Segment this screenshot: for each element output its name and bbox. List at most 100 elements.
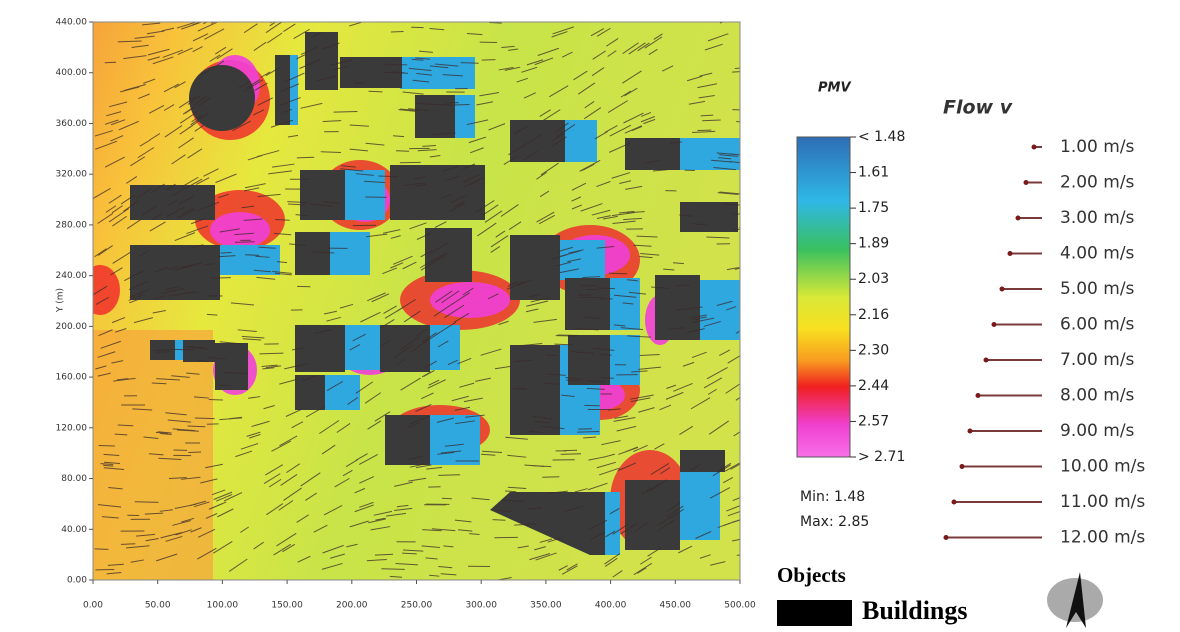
- wind-streak: [280, 13, 294, 22]
- flow-arrow-head: [1008, 251, 1013, 256]
- x-tick-label: 0.00: [83, 601, 103, 611]
- wind-streak: [218, 385, 232, 386]
- wind-streak: [742, 170, 753, 171]
- wind-streak: [221, 252, 232, 253]
- flow-label: 1.00 m/s: [1060, 137, 1135, 157]
- y-tick-label: 40.00: [61, 525, 87, 535]
- wind-streak: [482, 60, 496, 61]
- x-tick-label: 200.00: [336, 601, 368, 611]
- pmv-max: Max: 2.85: [800, 514, 869, 530]
- flow-title: Flow v: [943, 97, 1013, 119]
- wind-streak: [135, 502, 159, 503]
- flow-label: 2.00 m/s: [1060, 173, 1135, 193]
- colorbar-label: 1.89: [858, 236, 889, 252]
- y-tick-label: 360.00: [56, 119, 88, 129]
- x-tick-label: 500.00: [724, 601, 756, 611]
- flow-label: 6.00 m/s: [1060, 315, 1135, 335]
- wind-streak: [188, 426, 206, 427]
- flow-arrow-head: [1000, 287, 1005, 292]
- flow-arrow-head: [1016, 216, 1021, 221]
- north-arrow: [1047, 572, 1103, 628]
- x-tick-label: 150.00: [271, 601, 303, 611]
- wind-streak: [741, 278, 751, 281]
- x-tick-label: 100.00: [207, 601, 239, 611]
- wind-streak: [747, 384, 757, 391]
- y-tick-label: 200.00: [56, 322, 88, 332]
- wind-streak: [95, 549, 109, 550]
- y-tick-label: 280.00: [56, 220, 88, 230]
- wind-streak: [207, 314, 218, 315]
- wind-streak: [577, 431, 599, 432]
- wind-streak: [749, 37, 770, 39]
- x-tick-label: 450.00: [660, 601, 692, 611]
- wind-streak: [441, 582, 457, 583]
- wind-streak: [461, 63, 479, 64]
- colorbar-label: 2.57: [858, 413, 889, 429]
- colorbar: [797, 137, 850, 457]
- buildings-label: Buildings: [862, 596, 968, 625]
- flow-arrow-head: [984, 358, 989, 363]
- colorbar-label: 2.16: [858, 307, 889, 323]
- pmv-map: [80, 13, 770, 583]
- wind-streak: [171, 349, 194, 350]
- x-tick-label: 350.00: [530, 601, 562, 611]
- wind-streak: [745, 25, 758, 27]
- x-tick-label: 400.00: [595, 601, 627, 611]
- wind-streak: [746, 366, 764, 378]
- flow-arrow-head: [944, 535, 949, 540]
- flow-label: 8.00 m/s: [1060, 386, 1135, 406]
- flow-label: 5.00 m/s: [1060, 279, 1135, 299]
- colorbar-label: 2.03: [858, 271, 889, 287]
- wind-streak: [429, 581, 443, 582]
- wind-streak: [195, 418, 215, 419]
- flow-arrow-head: [960, 464, 965, 469]
- pmv-min: Min: 1.48: [800, 489, 865, 505]
- x-tick-label: 300.00: [465, 601, 497, 611]
- wind-streak: [745, 428, 765, 440]
- figure: Y (m) PMV Flow v Min: 1.48 Max: 2.85 Obj…: [0, 0, 1180, 632]
- y-tick-label: 0.00: [67, 576, 87, 586]
- wind-streak: [750, 491, 770, 497]
- flow-label: 11.00 m/s: [1060, 492, 1145, 512]
- y-tick-label: 440.00: [56, 18, 88, 28]
- flow-label: 9.00 m/s: [1060, 421, 1135, 441]
- wind-streak: [561, 454, 581, 455]
- wind-streak: [105, 62, 116, 63]
- pmv-title: PMV: [818, 81, 851, 96]
- colorbar-label: < 1.48: [858, 129, 905, 145]
- colorbar-label: 1.75: [858, 200, 889, 216]
- colorbar-label: 2.30: [858, 342, 889, 358]
- x-tick-label: 250.00: [401, 601, 433, 611]
- wind-streak: [118, 425, 134, 426]
- building-swatch: [777, 600, 852, 626]
- wind-streak: [235, 242, 255, 243]
- wind-streak: [739, 226, 759, 227]
- flow-arrow-head: [968, 429, 973, 434]
- wind-streak: [743, 298, 762, 307]
- wind-streak: [748, 544, 765, 546]
- flow-label: 4.00 m/s: [1060, 244, 1135, 264]
- flow-arrow-head: [1024, 180, 1029, 185]
- wind-streak: [745, 281, 767, 289]
- y-tick-label: 80.00: [61, 474, 87, 484]
- wind-streak: [743, 376, 758, 387]
- y-tick-label: 400.00: [56, 68, 88, 78]
- colorbar-label: 1.61: [858, 165, 889, 181]
- flow-arrow-head: [1032, 145, 1037, 150]
- flow-arrow-head: [952, 500, 957, 505]
- flow-arrow-head: [976, 393, 981, 398]
- y-tick-label: 320.00: [56, 170, 88, 180]
- wind-streak: [153, 350, 170, 351]
- wind-streak: [752, 29, 762, 30]
- y-tick-label: 120.00: [56, 423, 88, 433]
- flow-arrow-head: [992, 322, 997, 327]
- wind-streak: [245, 255, 259, 256]
- wind-streak: [381, 569, 404, 570]
- y-tick-label: 160.00: [56, 373, 88, 383]
- wind-streak: [744, 268, 757, 272]
- wind-streak: [493, 520, 506, 521]
- wind-streak: [115, 434, 128, 435]
- flow-label: 12.00 m/s: [1060, 528, 1145, 548]
- flow-label: 10.00 m/s: [1060, 457, 1145, 477]
- wind-streak: [391, 32, 404, 33]
